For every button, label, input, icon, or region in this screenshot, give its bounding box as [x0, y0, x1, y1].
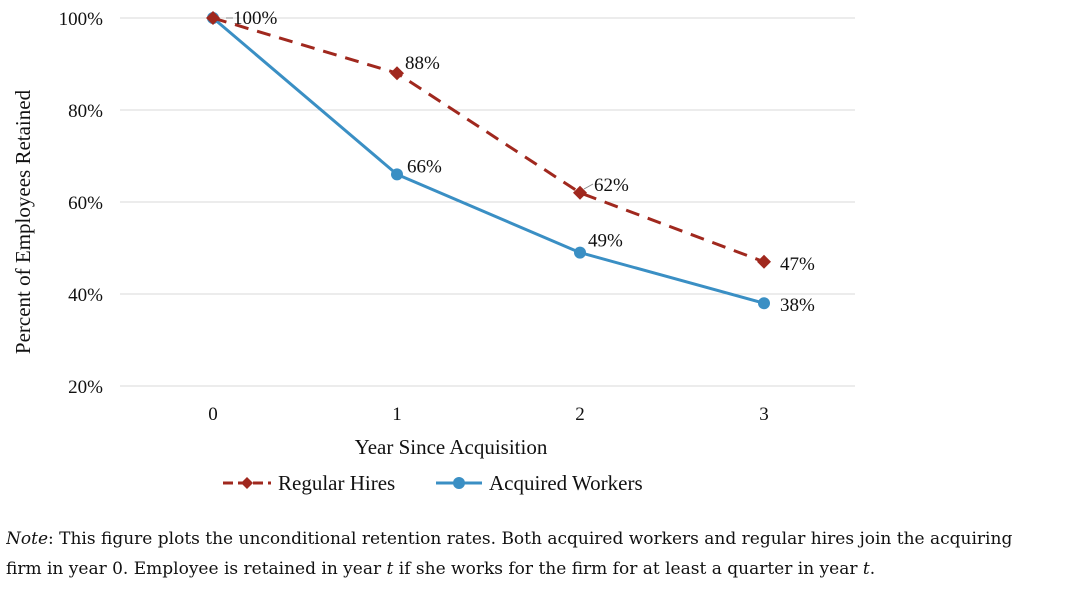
legend-label-regular-hires: Regular Hires: [278, 471, 395, 495]
data-label-acquired-workers-1: 66%: [407, 156, 442, 177]
x-tick-label-3: 3: [759, 404, 769, 425]
note-var-t-1: t: [386, 559, 394, 579]
x-axis-title: Year Since Acquisition: [355, 435, 548, 459]
marker-regular-hires-2: [573, 185, 587, 200]
x-tick-label-0: 0: [208, 404, 218, 425]
note-line-2: firm in year 0. Employee is retained in …: [6, 554, 1080, 584]
legend: Regular Hires Acquired Workers: [223, 471, 643, 495]
data-label-acquired-workers-3: 38%: [780, 295, 815, 316]
series-acquired-workers: 100% 66% 49% 38%: [207, 8, 815, 316]
note-line-1: Note: This figure plots the unconditiona…: [6, 524, 1080, 554]
y-tick-label-40: 40%: [68, 285, 103, 306]
data-label-acquired-workers-2: 49%: [588, 231, 623, 252]
series-group: 100% 66% 49% 38% 88% 62% 47%: [206, 8, 815, 316]
note-line1-text: : This figure plots the unconditional re…: [48, 529, 1013, 549]
note-line2-a: firm in year 0. Employee is retained in …: [6, 559, 387, 579]
note-line2-b: if she works for the firm for at least a…: [393, 559, 863, 579]
series-regular-hires: 88% 62% 47%: [206, 11, 815, 275]
y-tick-label-20: 20%: [68, 377, 103, 398]
data-label-regular-hires-2: 62%: [594, 175, 629, 196]
note-lead: Note: [6, 529, 49, 549]
marker-acquired-workers-3: [758, 297, 770, 310]
marker-regular-hires-1: [390, 66, 404, 81]
data-label-regular-hires-1: 88%: [405, 53, 440, 74]
line-regular-hires: [212, 16, 765, 264]
note-line2-end: .: [869, 559, 876, 579]
data-label-acquired-workers-0: 100%: [233, 8, 278, 29]
y-axis-ticks: 20% 40% 60% 80% 100%: [59, 9, 104, 398]
retention-line-chart: 20% 40% 60% 80% 100% 0 1 2 3 Percent of Employe…: [11, 8, 855, 495]
x-tick-label-1: 1: [392, 404, 402, 425]
note-var-t-2: t: [862, 559, 870, 579]
x-tick-label-2: 2: [575, 404, 585, 425]
legend-marker-regular-hires: [241, 477, 253, 489]
marker-regular-hires-0: [206, 11, 220, 25]
legend-label-acquired-workers: Acquired Workers: [489, 471, 643, 495]
leader-line-1: [583, 183, 594, 190]
x-axis-ticks: 0 1 2 3: [208, 404, 769, 425]
marker-acquired-workers-1: [391, 168, 403, 181]
y-tick-label-100: 100%: [59, 9, 104, 30]
marker-acquired-workers-2: [574, 246, 586, 259]
marker-regular-hires-3: [757, 254, 771, 269]
data-label-regular-hires-3: 47%: [780, 254, 815, 275]
legend-marker-acquired-workers: [453, 477, 465, 489]
gridlines: [120, 17, 855, 387]
figure-note: Note: This figure plots the unconditiona…: [6, 524, 1080, 584]
y-axis-title: Percent of Employees Retained: [11, 89, 35, 354]
y-tick-label-80: 80%: [68, 101, 103, 122]
y-tick-label-60: 60%: [68, 193, 103, 214]
line-acquired-workers: [212, 16, 765, 305]
